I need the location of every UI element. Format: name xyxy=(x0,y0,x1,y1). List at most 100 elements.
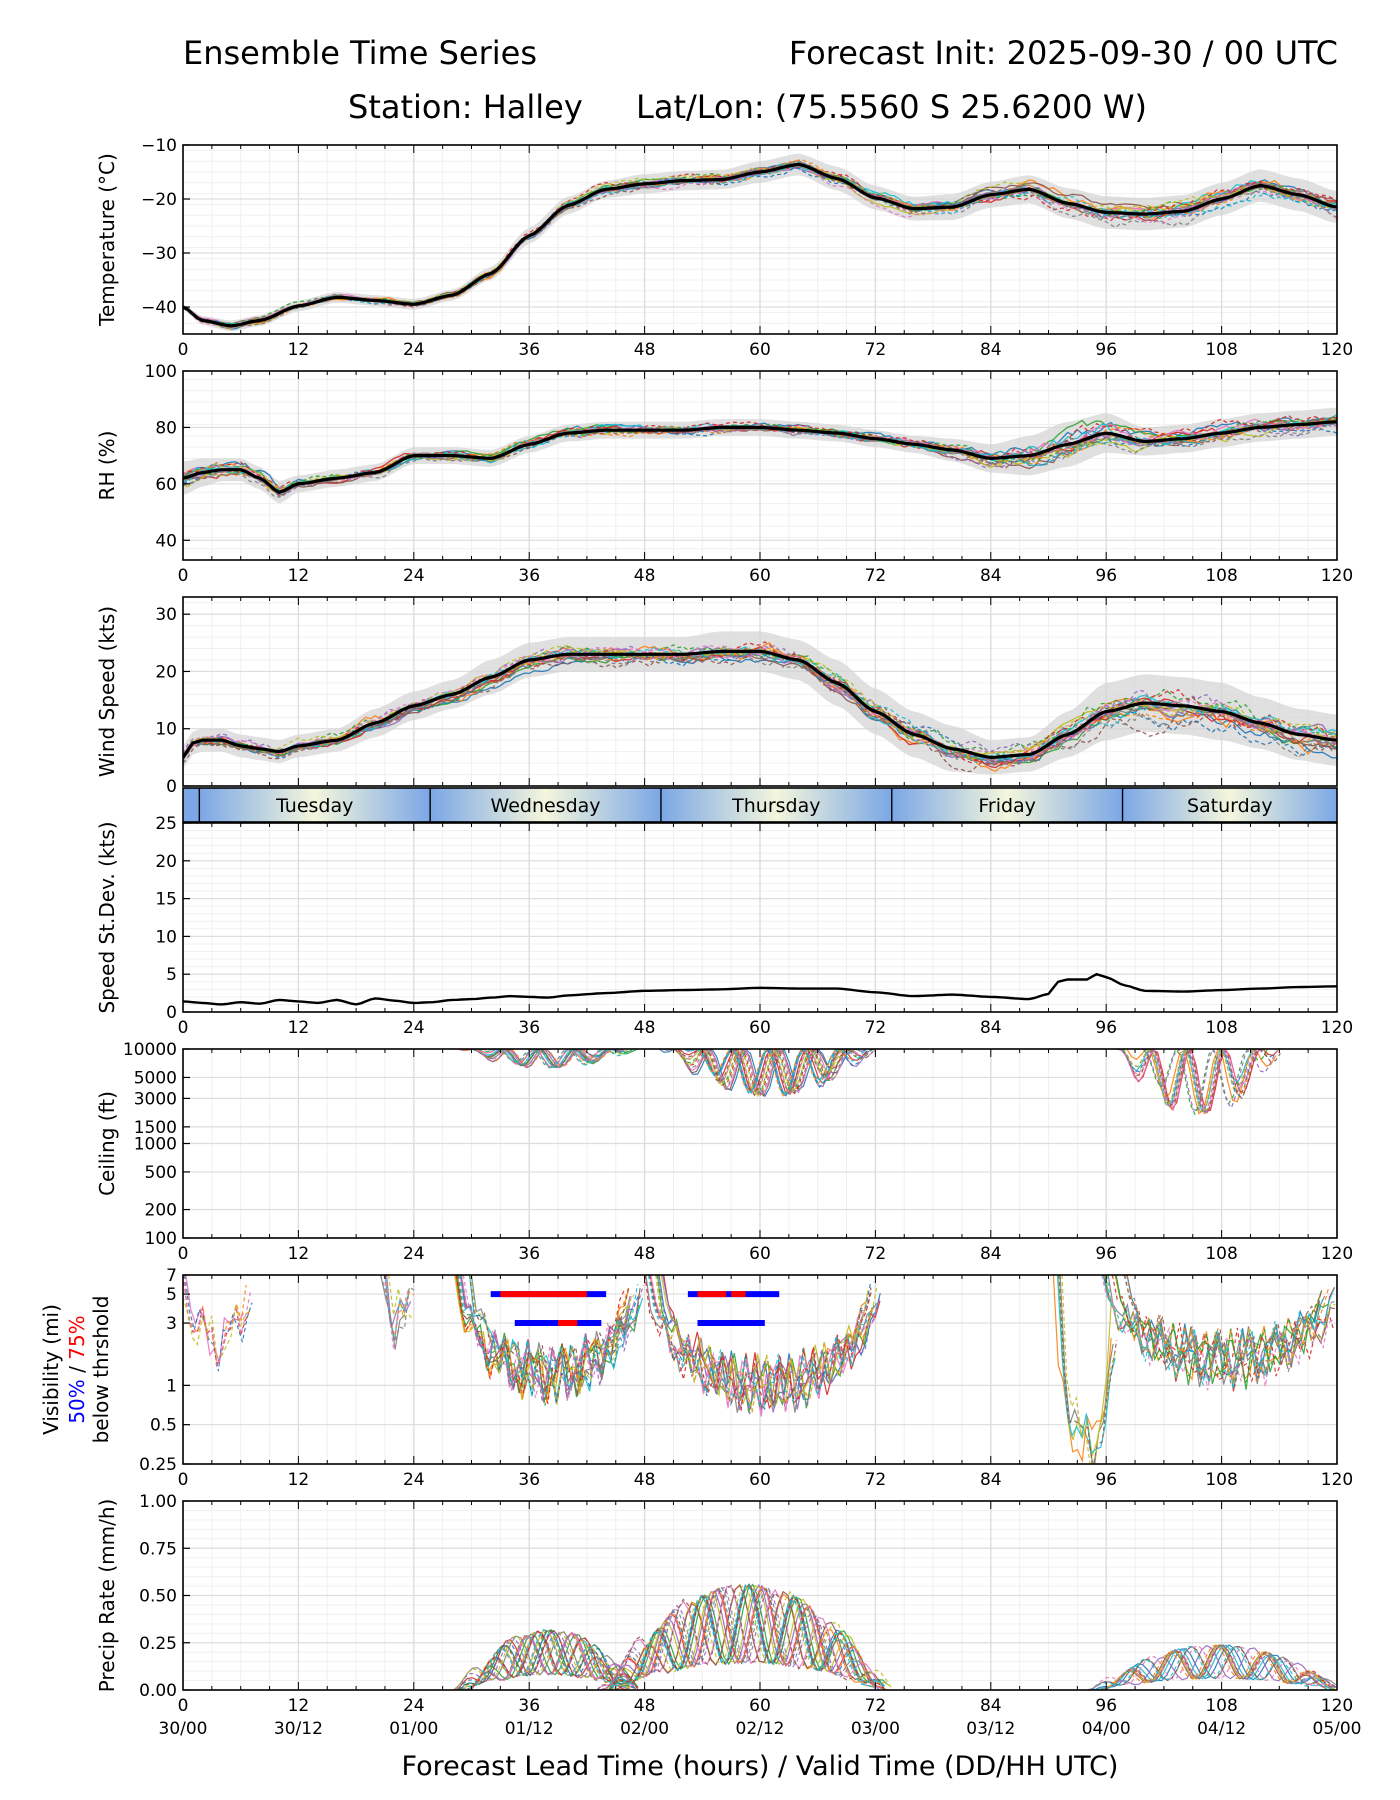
ytick-label-ceiling: 100 xyxy=(145,1229,177,1249)
valid-time-label: 01/00 xyxy=(389,1719,438,1739)
panels: −40−30−20−100 12 24 36 48 60 72 84 96 108 120Tempe… xyxy=(39,136,1362,1739)
member-line-wind xyxy=(183,649,1337,773)
ytick-label-wind: 30 xyxy=(155,605,177,625)
ytick-label-temperature: −10 xyxy=(141,136,177,156)
member-line-rh xyxy=(183,414,1337,489)
visibility-member-line xyxy=(1123,1275,1322,1387)
precip-member-line xyxy=(602,1586,887,1690)
xtick-label-stdev: 108 xyxy=(1205,1018,1237,1038)
ylabel-ceiling: Ceiling (ft) xyxy=(95,1091,119,1196)
visibility-member-line xyxy=(647,1275,875,1408)
ceiling-member-line xyxy=(687,1049,861,1097)
ytick-label-visibility: 5 xyxy=(166,1285,177,1305)
xtick-label-visibility: 120 xyxy=(1321,1470,1353,1490)
plot-area-visibility xyxy=(183,1275,1337,1464)
visibility-member-line xyxy=(1056,1275,1116,1455)
visibility-member-line xyxy=(1052,1275,1112,1464)
visibility-member-line xyxy=(1104,1275,1336,1384)
ytick-label-ceiling: 200 xyxy=(145,1201,177,1221)
xtick-label-rh: 72 xyxy=(865,566,887,586)
xtick-label-rh: 0 xyxy=(178,566,189,586)
precip-member-line xyxy=(599,1587,880,1690)
ytick-label-stdev: 20 xyxy=(155,852,177,872)
ytick-label-ceiling: 5000 xyxy=(134,1068,177,1088)
xtick-label-visibility: 0 xyxy=(178,1470,189,1490)
ytick-label-stdev: 0 xyxy=(166,1003,177,1023)
valid-time-label: 05/00 xyxy=(1313,1719,1362,1739)
visibility-member-line xyxy=(455,1275,626,1404)
ceiling-member-line xyxy=(481,1049,622,1069)
xtick-label-stdev: 72 xyxy=(865,1018,887,1038)
member-line-rh xyxy=(183,420,1337,489)
grid-stdev xyxy=(182,822,1338,1013)
xtick-label-rh: 120 xyxy=(1321,566,1353,586)
ylabel-rh: RH (%) xyxy=(95,431,119,501)
ceiling-member-line xyxy=(1135,1049,1276,1113)
precip-member-line xyxy=(610,1583,876,1690)
visibility-member-line xyxy=(460,1275,644,1403)
precip-member-line xyxy=(614,1584,885,1690)
xtick-label-ceiling: 24 xyxy=(403,1244,425,1264)
ylabel-threshold-legend: 50% / 75% xyxy=(65,1315,89,1423)
member-line-wind xyxy=(183,641,1337,765)
visibility-member-line xyxy=(184,1275,253,1372)
xtick-label-ceiling: 12 xyxy=(288,1244,310,1264)
ytick-label-visibility: 0.5 xyxy=(150,1416,177,1436)
visibility-member-line xyxy=(469,1275,639,1405)
day-label: Tuesday xyxy=(275,795,353,817)
xtick-label-temperature: 12 xyxy=(288,340,310,360)
visibility-member-line xyxy=(462,1275,633,1399)
member-line-wind xyxy=(183,644,1337,757)
ceiling-member-line xyxy=(677,1049,851,1097)
day-band-segment xyxy=(891,788,1123,822)
plot-area-temperature xyxy=(183,153,1337,332)
member-line-wind xyxy=(183,647,1337,760)
latlon-label: Lat/Lon: (75.5560 S 25.6200 W) xyxy=(636,88,1147,126)
day-band-segment xyxy=(199,788,431,822)
visibility-member-line xyxy=(1115,1275,1323,1383)
precip-member-line xyxy=(1098,1644,1335,1690)
xtick-label-temperature: 108 xyxy=(1205,340,1237,360)
xtick-label-visibility: 48 xyxy=(634,1470,656,1490)
ylabel-visibility: Visibility (mi) xyxy=(39,1304,63,1435)
panel-precip: 0.00 0.25 0.50 0.75 1.00 0 30/00 12 30/12 24 01/00… xyxy=(95,1492,1362,1739)
ytick-label-visibility: 0.25 xyxy=(139,1455,177,1475)
x-axis-label: Forecast Lead Time (hours) / Valid Time … xyxy=(402,1751,1119,1782)
panel-visibility: 0.25 0.5 1 3 57 0 12 24 36 48 60 72 84 96 108 120 Visibi… xyxy=(39,1266,1353,1490)
plot-area-precip xyxy=(452,1583,1337,1690)
ytick-label-precip: 0.50 xyxy=(139,1587,177,1607)
xtick-label-temperature: 120 xyxy=(1321,340,1353,360)
precip-member-line xyxy=(603,1584,883,1690)
xtick-label-ceiling: 96 xyxy=(1095,1244,1117,1264)
ytick-label-stdev: 25 xyxy=(155,814,177,834)
xtick-label-visibility: 84 xyxy=(980,1470,1002,1490)
valid-time-label: 03/12 xyxy=(966,1719,1015,1739)
xtick-label-stdev: 12 xyxy=(288,1018,310,1038)
ylabel-wind: Wind Speed (kts) xyxy=(95,606,119,777)
xtick-label-precip: 108 xyxy=(1205,1696,1237,1716)
precip-member-line xyxy=(452,1631,637,1690)
xtick-label-visibility: 108 xyxy=(1205,1470,1237,1490)
xtick-label-precip: 120 xyxy=(1321,1696,1353,1716)
ylabel-stdev: Speed St.Dev. (kts) xyxy=(95,821,119,1013)
precip-member-line xyxy=(605,1584,891,1690)
xtick-label-rh: 108 xyxy=(1205,566,1237,586)
xtick-label-temperature: 24 xyxy=(403,340,425,360)
legend-50: 50% xyxy=(65,1379,89,1423)
visibility-member-line xyxy=(650,1275,868,1413)
xtick-label-temperature: 36 xyxy=(518,340,540,360)
ytick-label-precip: 0.75 xyxy=(139,1539,177,1559)
grid-rh xyxy=(182,370,1338,561)
ylabel-precip: Precip Rate (mm/h) xyxy=(95,1499,119,1693)
legend-sep: / xyxy=(65,1360,89,1379)
visibility-member-line xyxy=(384,1275,415,1337)
precip-member-line xyxy=(611,1585,892,1690)
valid-time-label: 04/00 xyxy=(1082,1719,1131,1739)
visibility-member-line xyxy=(185,1275,245,1364)
ceiling-member-line xyxy=(1119,1049,1275,1115)
mean-line-temperature xyxy=(183,162,1337,328)
ytick-label-rh: 100 xyxy=(145,362,177,382)
xtick-label-precip: 0 xyxy=(178,1696,189,1716)
